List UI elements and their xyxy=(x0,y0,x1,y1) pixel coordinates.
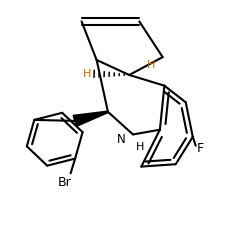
Polygon shape xyxy=(73,111,108,126)
Text: H: H xyxy=(82,69,90,79)
Text: H: H xyxy=(136,142,144,152)
Text: Br: Br xyxy=(57,176,71,189)
Text: F: F xyxy=(196,142,203,154)
Text: H: H xyxy=(146,60,155,70)
Text: N: N xyxy=(116,133,125,146)
